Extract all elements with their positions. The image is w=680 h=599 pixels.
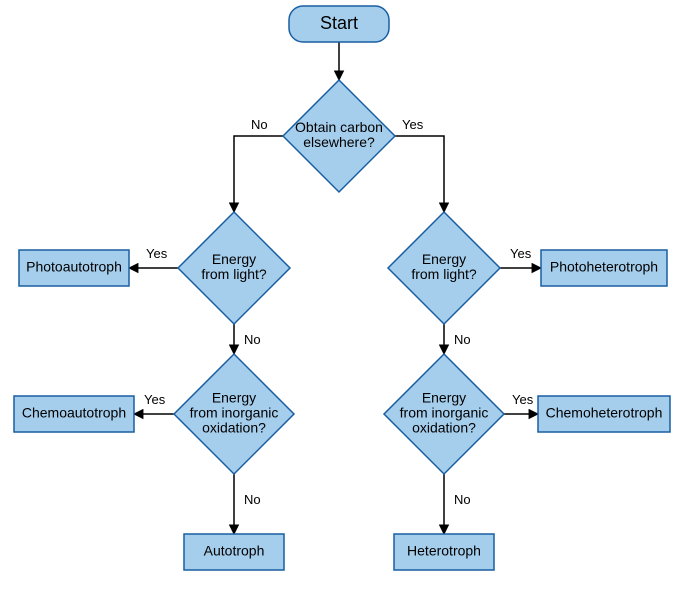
nodes.photoautotroph-text-0: Photoautotroph (26, 259, 122, 275)
flowchart: No Yes Yes Yes No No Yes Yes No No Start Obtain ca… (0, 0, 680, 599)
node-photoautotroph: Photoautotroph (19, 250, 129, 286)
node-start: Start (289, 6, 389, 42)
e-carbon-yes-label: Yes (402, 117, 424, 132)
nodes.q_light_right-text-0: Energy (422, 251, 466, 267)
node-heterotroph: Heterotroph (394, 534, 494, 570)
nodes.q_inorg_left-text-0: Energy (212, 390, 256, 406)
nodes.q_inorg_right-text-2: oxidation? (412, 420, 476, 436)
nodes.q_light_left-text-1: from light? (201, 266, 267, 282)
e-carbon-yes (395, 136, 444, 212)
e-carbon-no (234, 136, 283, 212)
node-q_light_right: Energyfrom light? (388, 212, 500, 324)
nodes.q_inorg_right-text-1: from inorganic (400, 405, 489, 421)
nodes.heterotroph-text-0: Heterotroph (407, 543, 481, 559)
e-inorgR-yes-label: Yes (512, 392, 534, 407)
nodes.q_inorg_left-text-1: from inorganic (190, 405, 279, 421)
e-inorgL-yes-label: Yes (144, 392, 166, 407)
nodes.q_inorg_right-text-0: Energy (422, 390, 466, 406)
e-inorgL-no-label: No (244, 492, 261, 507)
nodes.q_carbon-text-1: elsewhere? (303, 134, 375, 150)
e-lightL-yes-label: Yes (146, 246, 168, 261)
node-autotroph: Autotroph (184, 534, 284, 570)
nodes.q_inorg_left-text-2: oxidation? (202, 420, 266, 436)
node-q_inorg_right: Energyfrom inorganicoxidation? (384, 354, 504, 474)
e-lightR-no-label: No (454, 332, 471, 347)
nodes.chemoheterotroph-text-0: Chemoheterotroph (546, 405, 663, 421)
node-photoheterotroph: Photoheterotroph (541, 250, 667, 286)
node-chemoautotroph: Chemoautotroph (14, 396, 134, 432)
node-chemoheterotroph: Chemoheterotroph (538, 396, 670, 432)
nodes.q_light_left-text-0: Energy (212, 251, 256, 267)
e-carbon-no-label: No (251, 117, 268, 132)
node-q_carbon: Obtain carbonelsewhere? (283, 80, 395, 192)
nodes.photoheterotroph-text-0: Photoheterotroph (550, 259, 658, 275)
e-lightL-no-label: No (244, 332, 261, 347)
nodes.start-text-0: Start (320, 13, 358, 33)
nodes.q_carbon-text-0: Obtain carbon (295, 119, 383, 135)
e-inorgR-no-label: No (454, 492, 471, 507)
node-q_inorg_left: Energyfrom inorganicoxidation? (174, 354, 294, 474)
nodes.autotroph-text-0: Autotroph (204, 543, 265, 559)
nodes.q_light_right-text-1: from light? (411, 266, 477, 282)
node-q_light_left: Energyfrom light? (178, 212, 290, 324)
nodes.chemoautotroph-text-0: Chemoautotroph (22, 405, 126, 421)
e-lightR-yes-label: Yes (510, 246, 532, 261)
